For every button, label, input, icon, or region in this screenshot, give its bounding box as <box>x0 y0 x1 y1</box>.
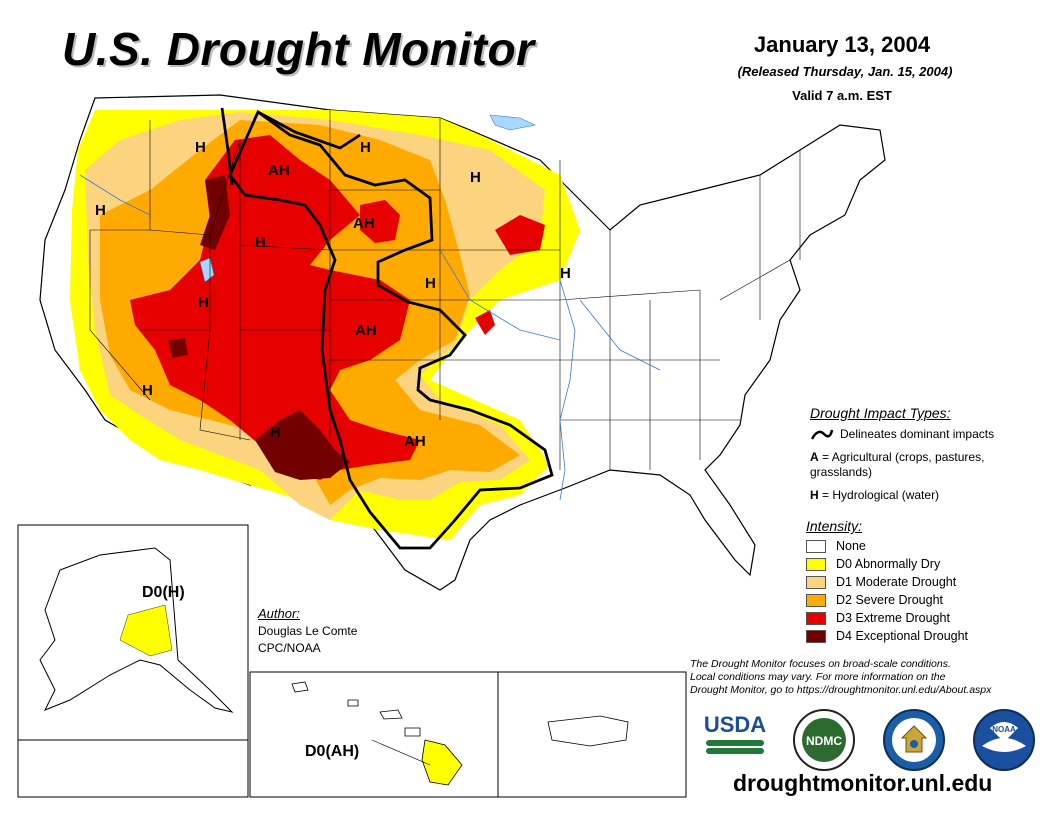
map-label: AH <box>404 433 426 450</box>
author-name: Douglas Le Comte <box>258 624 358 638</box>
map-label: H <box>95 202 106 219</box>
map-label: H <box>425 275 436 292</box>
swatch-d4 <box>806 629 826 643</box>
map-label: H <box>270 424 281 441</box>
conus-labels: H H H AH H AH H H H H AH H H AH <box>95 139 571 450</box>
swatch-d2 <box>806 593 826 607</box>
hawaii-inset-frame <box>249 671 499 798</box>
d4-area-wyoming <box>200 175 230 250</box>
map-date: January 13, 2004 <box>753 32 931 57</box>
d3-area-wisconsin <box>495 215 545 255</box>
map-label: H <box>142 382 153 399</box>
author-block: Author: Douglas Le Comte CPC/NOAA <box>258 606 357 655</box>
impact-line-swatch <box>810 429 834 440</box>
footnote-line: Local conditions may vary. For more info… <box>690 671 946 683</box>
agricultural-desc: = Agricultural (crops, pastures, grassla… <box>810 450 985 479</box>
intensity-label: D1 Moderate Drought <box>836 575 957 589</box>
impact-legend: Drought Impact Types: Delineates dominan… <box>810 405 1045 503</box>
impact-line-legend-row: Delineates dominant impacts <box>810 427 1045 442</box>
valid-time: Valid 7 a.m. EST <box>792 88 892 103</box>
intensity-legend-title: Intensity: <box>806 518 863 534</box>
ndmc-logo-text: NDMC <box>806 734 842 748</box>
d3-area-minnesota <box>360 200 400 243</box>
d3-area <box>130 135 420 480</box>
intensity-row-d2: D2 Severe Drought <box>806 591 1046 609</box>
great-salt-lake <box>199 257 215 283</box>
footnote-line: The Drought Monitor focuses on broad-sca… <box>690 658 951 670</box>
map-label: H <box>360 139 371 156</box>
hydrological-desc: = Hydrological (water) <box>822 488 940 502</box>
intensity-row-d1: D1 Moderate Drought <box>806 573 1046 591</box>
footnote: The Drought Monitor focuses on broad-sca… <box>690 658 1045 697</box>
release-date: (Released Thursday, Jan. 15, 2004) <box>737 64 953 79</box>
page-title: U.S. Drought Monitor <box>62 23 535 75</box>
map-label: AH <box>353 215 375 232</box>
commerce-seal <box>883 709 945 771</box>
intensity-label: D3 Extreme Drought <box>836 611 950 625</box>
impact-line-north <box>257 110 361 150</box>
d3-area-iowa <box>475 310 495 335</box>
map-label: H <box>198 294 209 311</box>
author-org: CPC/NOAA <box>258 641 321 655</box>
map-label: H <box>255 234 266 251</box>
swatch-d3 <box>806 611 826 625</box>
d4-area <box>255 410 350 480</box>
swatch-d1 <box>806 575 826 589</box>
hawaii-islands <box>291 681 421 737</box>
agricultural-legend-row: A = Agricultural (crops, pastures, grass… <box>810 450 1045 480</box>
hydrological-legend-row: H = Hydrological (water) <box>810 488 1045 503</box>
footnote-line: Drought Monitor, go to https://droughtmo… <box>690 684 992 696</box>
impact-line-west <box>220 107 234 186</box>
author-heading: Author: <box>258 606 300 621</box>
intensity-label: None <box>836 539 866 553</box>
d4-area-utah <box>168 338 188 358</box>
map-label: AH <box>355 322 377 339</box>
state-lines <box>89 110 801 470</box>
map-label: H <box>195 139 206 156</box>
impact-legend-title: Drought Impact Types: <box>810 405 951 421</box>
intensity-row-none: None <box>806 537 1046 555</box>
usda-logo-text: USDA <box>703 712 767 737</box>
noaa-logo: NOAA <box>973 709 1035 771</box>
ndmc-logo: NDMC <box>793 709 855 771</box>
alaska-d0-area <box>119 604 173 657</box>
intensity-row-d3: D3 Extreme Drought <box>806 609 1046 627</box>
map-label: H <box>470 169 481 186</box>
intensity-row-d0: D0 Abnormally Dry <box>806 555 1046 573</box>
map-label: AH <box>268 162 290 179</box>
intensity-row-d4: D4 Exceptional Drought <box>806 627 1046 645</box>
usda-logo: USDA <box>700 712 770 760</box>
puerto-rico-shape <box>547 715 629 747</box>
lake-superior <box>489 114 536 131</box>
hawaii-label-leader <box>371 739 431 766</box>
usda-logo-stripe <box>706 748 764 754</box>
usda-logo-stripe <box>706 740 764 746</box>
swatch-d0 <box>806 557 826 571</box>
agricultural-key: A <box>810 450 819 464</box>
swatch-none <box>806 539 826 553</box>
hydrological-key: H <box>810 488 819 502</box>
intensity-label: D2 Severe Drought <box>836 593 944 607</box>
hawaii-big-island <box>421 739 463 786</box>
intensity-label: D0 Abnormally Dry <box>836 557 941 571</box>
impact-line-desc: Delineates dominant impacts <box>840 427 995 441</box>
noaa-logo-text: NOAA <box>992 725 1016 734</box>
intensity-label: D4 Exceptional Drought <box>836 629 969 643</box>
map-label: H <box>560 265 571 282</box>
rivers <box>79 174 661 501</box>
alaska-label: D0(H) <box>142 584 185 601</box>
hawaii-label: D0(AH) <box>305 743 359 760</box>
intensity-legend: Intensity: None D0 Abnormally Dry D1 Mod… <box>806 518 1046 645</box>
site-url[interactable]: droughtmonitor.unl.edu <box>733 770 993 796</box>
